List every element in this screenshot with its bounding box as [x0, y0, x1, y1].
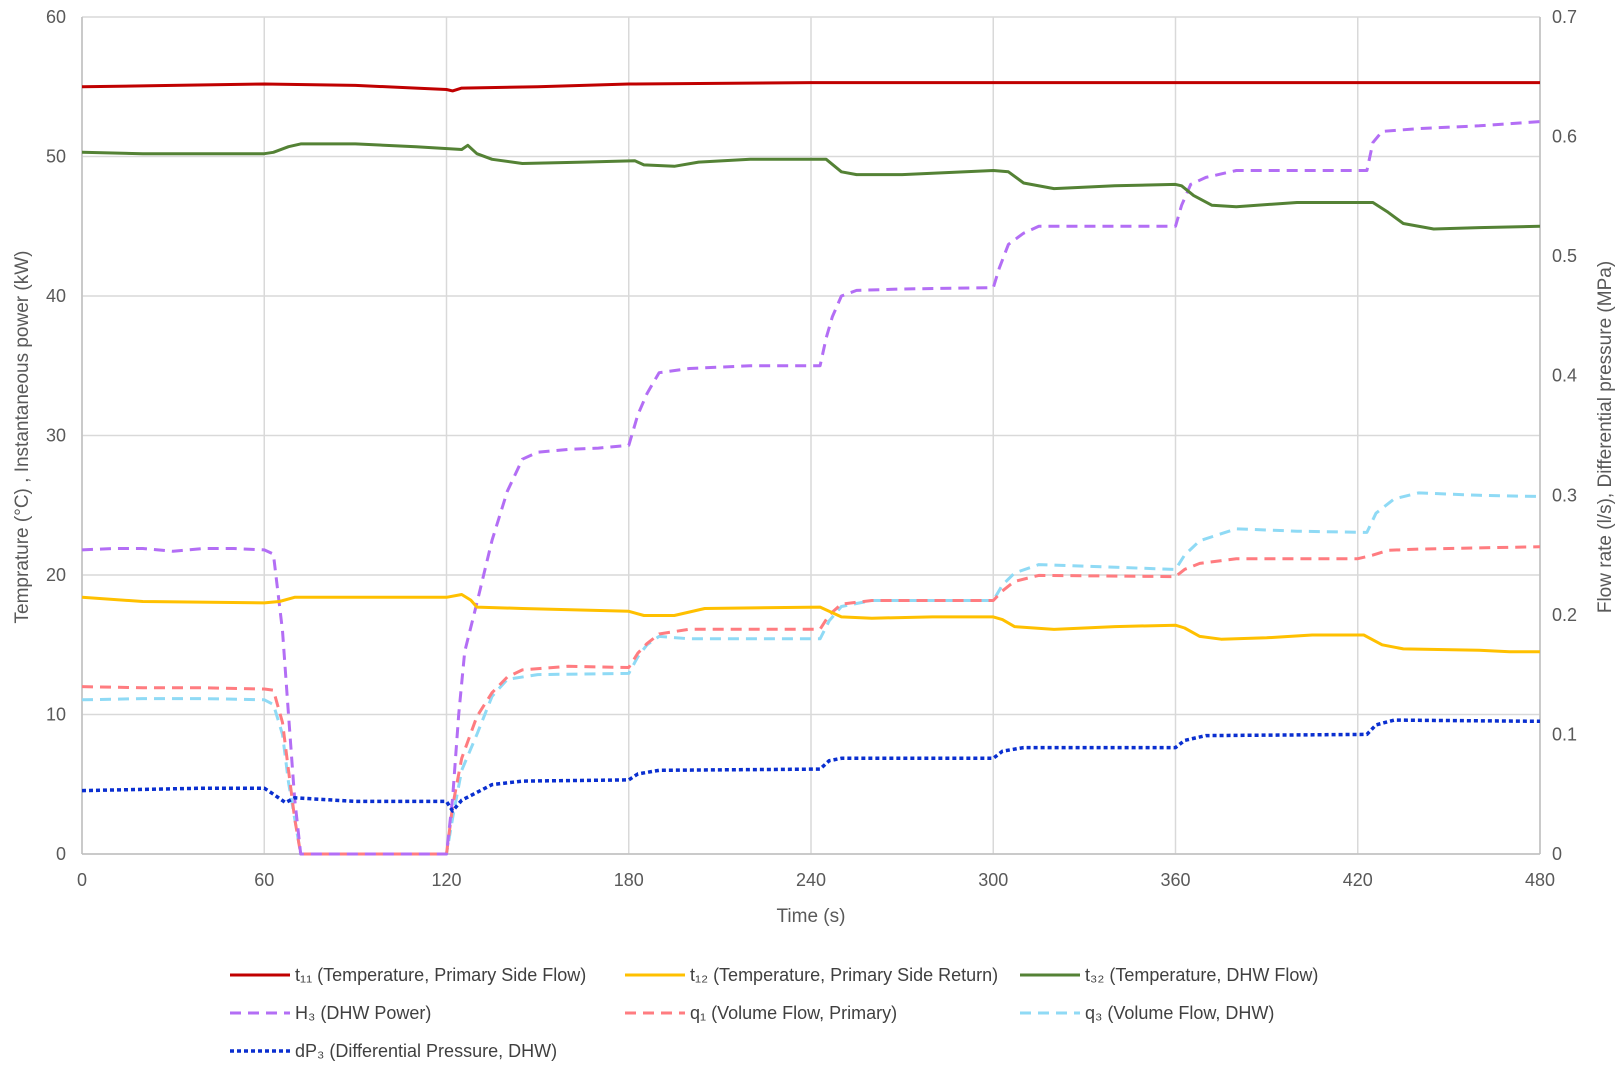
- series-line-temperature-primary-side-flow: [81, 81, 1540, 93]
- legend-label: q₃ (Volume Flow, DHW): [1085, 1003, 1274, 1023]
- y-right-tick-label: 0.2: [1552, 605, 1577, 625]
- y-right-tick-label: 0.4: [1552, 366, 1577, 386]
- y-right-tick-label: 0.3: [1552, 485, 1577, 505]
- y-left-tick-label: 20: [46, 565, 66, 585]
- y-left-tick-label: 40: [46, 286, 66, 306]
- legend-item-volume-flow-dhw: q₃ (Volume Flow, DHW): [1020, 1003, 1274, 1023]
- x-tick-label: 240: [796, 870, 826, 890]
- x-tick-label: 180: [614, 870, 644, 890]
- legend-label: t₁₂ (Temperature, Primary Side Return): [690, 965, 998, 985]
- y-left-axis-title: Temprature (°C) , Instantaneous power (k…: [12, 251, 33, 624]
- legend-item-temperature-primary-side-flow: t₁₁ (Temperature, Primary Side Flow): [230, 965, 586, 985]
- legend-item-volume-flow-primary: q₁ (Volume Flow, Primary): [625, 1003, 897, 1023]
- y-right-axis-ticks: 0 0.1 0.2 0.3 0.4 0.5 0.6 0.7: [1552, 7, 1577, 864]
- x-tick-label: 480: [1525, 870, 1555, 890]
- series-line-volume-flow-dhw: [81, 491, 1541, 856]
- x-tick-label: 420: [1343, 870, 1373, 890]
- y-left-tick-label: 10: [46, 705, 66, 725]
- x-tick-label: 60: [254, 870, 274, 890]
- y-right-tick-label: 0.1: [1552, 724, 1577, 744]
- legend-label: dP₃ (Differential Pressure, DHW): [295, 1041, 557, 1061]
- legend-label: H₃ (DHW Power): [295, 1003, 431, 1023]
- y-right-tick-label: 0.6: [1552, 127, 1577, 147]
- y-right-axis-title: Flow rate (l/s), Differential pressure (…: [1595, 261, 1616, 613]
- x-tick-label: 360: [1160, 870, 1190, 890]
- x-tick-label: 0: [77, 870, 87, 890]
- series-line-temperature-primary-side-return: [81, 593, 1540, 654]
- legend-label: t₃₂ (Temperature, DHW Flow): [1085, 965, 1318, 985]
- x-axis-title: Time (s): [777, 906, 846, 927]
- y-right-tick-label: 0: [1552, 844, 1562, 864]
- y-left-tick-label: 30: [46, 426, 66, 446]
- y-left-axis-ticks: 0 10 20 30 40 50 60: [46, 7, 66, 864]
- y-left-tick-label: 0: [56, 844, 66, 864]
- series-line-dhw-power: [81, 120, 1541, 856]
- x-axis-ticks: 0 60 120 180 240 300 360 420 480: [77, 870, 1555, 890]
- y-left-tick-label: 50: [46, 147, 66, 167]
- legend-label: q₁ (Volume Flow, Primary): [690, 1003, 897, 1023]
- legend-item-temperature-primary-side-return: t₁₂ (Temperature, Primary Side Return): [625, 965, 998, 985]
- legend-item-dhw-power: H₃ (DHW Power): [230, 1003, 431, 1023]
- series-layer: [81, 81, 1541, 856]
- y-right-tick-label: 0.5: [1552, 246, 1577, 266]
- legend: t₁₁ (Temperature, Primary Side Flow) t₁₂ …: [230, 965, 1318, 1061]
- x-tick-label: 300: [978, 870, 1008, 890]
- x-tick-label: 120: [431, 870, 461, 890]
- legend-item-temperature-dhw-flow: t₃₂ (Temperature, DHW Flow): [1020, 965, 1318, 985]
- series-line-volume-flow-primary: [81, 545, 1541, 856]
- legend-label: t₁₁ (Temperature, Primary Side Flow): [295, 965, 586, 985]
- y-left-tick-label: 60: [46, 7, 66, 27]
- series-line-temperature-dhw-flow: [81, 142, 1541, 231]
- y-right-tick-label: 0.7: [1552, 7, 1577, 27]
- series-line-differential-pressure-dhw: [81, 718, 1541, 813]
- legend-item-differential-pressure-dhw: dP₃ (Differential Pressure, DHW): [230, 1041, 557, 1061]
